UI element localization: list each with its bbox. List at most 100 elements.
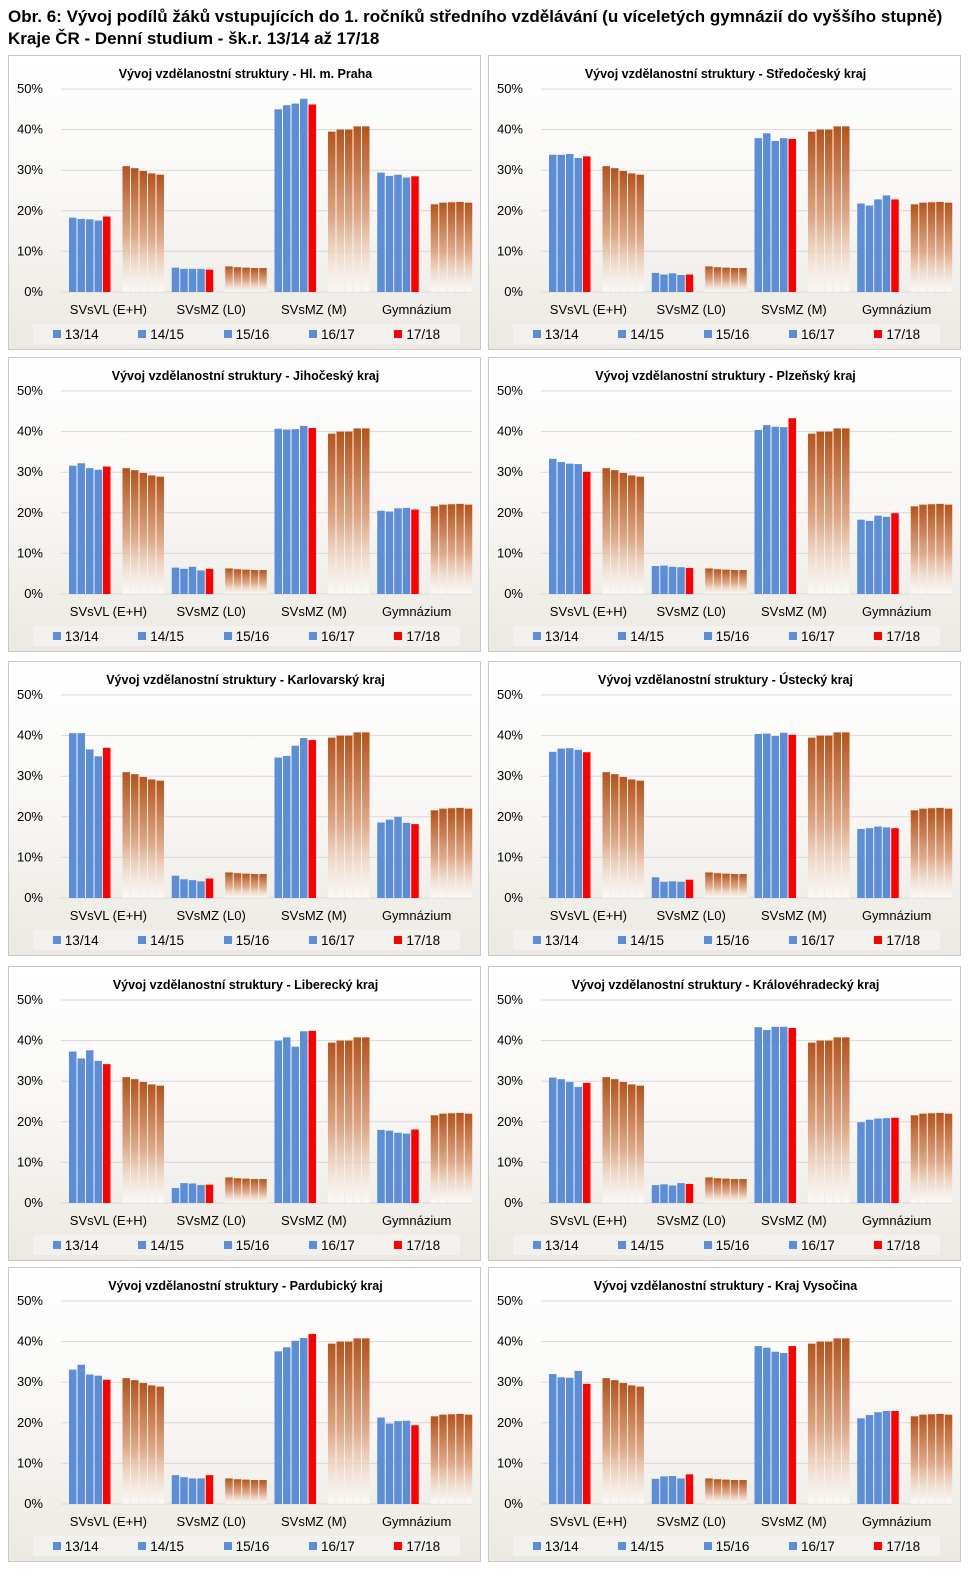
chart-svg: Vývoj vzdělanostní struktury - Středočes… bbox=[497, 67, 953, 317]
reference-bar bbox=[936, 807, 944, 898]
reference-bar bbox=[936, 1112, 944, 1203]
bar-13-14 bbox=[69, 217, 77, 292]
chart-legend: 13/14 14/15 15/16 16/17 17/18 bbox=[33, 1536, 460, 1556]
reference-bar bbox=[353, 126, 361, 293]
bar-16-17 bbox=[882, 195, 891, 292]
reference-bar bbox=[456, 1112, 464, 1203]
legend-item: 13/14 bbox=[52, 933, 99, 948]
bar-14-15 bbox=[385, 1130, 394, 1203]
bar-15-16 bbox=[394, 174, 402, 292]
reference-bar bbox=[447, 1113, 456, 1203]
x-category-label: SVsMZ (M) bbox=[281, 1514, 347, 1529]
bar-13-14 bbox=[857, 1418, 865, 1504]
bar-13-14 bbox=[651, 1185, 660, 1203]
reference-bar bbox=[464, 504, 473, 594]
reference-bar bbox=[842, 1338, 850, 1504]
chart-title: Vývoj vzdělanostní struktury - Královéhr… bbox=[572, 978, 880, 992]
reference-bar bbox=[808, 433, 816, 594]
bar-16-17 bbox=[780, 1352, 788, 1504]
y-tick-label: 30% bbox=[17, 464, 43, 479]
bar-13-14 bbox=[274, 428, 282, 594]
legend-swatch bbox=[223, 1542, 232, 1550]
reference-bar bbox=[611, 774, 619, 898]
legend-swatch bbox=[788, 632, 797, 640]
legend-item: 16/17 bbox=[788, 1238, 835, 1253]
reference-bar bbox=[139, 777, 147, 898]
reference-bar bbox=[602, 166, 610, 292]
bar-16-17 bbox=[780, 138, 788, 292]
bar-16-17 bbox=[94, 469, 102, 594]
bar-17-18 bbox=[685, 1183, 694, 1203]
y-tick-label: 20% bbox=[17, 1415, 43, 1430]
reference-bar bbox=[833, 1037, 841, 1203]
bar-17-18 bbox=[205, 1184, 214, 1203]
bar-14-15 bbox=[660, 565, 668, 594]
legend-item: 14/15 bbox=[618, 629, 664, 644]
bar-15-16 bbox=[86, 1374, 94, 1504]
legend-swatch bbox=[532, 1241, 541, 1249]
bar-17-18 bbox=[205, 1475, 214, 1504]
bar-14-15 bbox=[763, 733, 771, 898]
reference-bar bbox=[447, 1414, 456, 1504]
legend-label: 17/18 bbox=[886, 1538, 921, 1554]
reference-bar bbox=[833, 428, 841, 594]
bar-15-16 bbox=[291, 429, 299, 594]
bar-14-15 bbox=[77, 1364, 85, 1504]
bar-14-15 bbox=[557, 154, 565, 292]
bar-13-14 bbox=[754, 1027, 762, 1203]
bar-16-17 bbox=[300, 425, 308, 594]
reference-bar bbox=[259, 1480, 267, 1504]
legend-item: 13/14 bbox=[532, 933, 579, 948]
chart-panel: Vývoj vzdělanostní struktury - Jihočeský… bbox=[8, 357, 481, 652]
bar-15-16 bbox=[566, 463, 574, 594]
y-tick-label: 50% bbox=[17, 81, 43, 96]
legend-label: 17/18 bbox=[406, 932, 441, 948]
legend-item: 14/15 bbox=[138, 1238, 184, 1253]
x-category-label: Gymnázium bbox=[382, 302, 451, 317]
chart-panel: Vývoj vzdělanostní struktury - Pardubick… bbox=[8, 1267, 481, 1562]
chart-panel: Vývoj vzdělanostní struktury - Královéhr… bbox=[488, 966, 961, 1261]
reference-bar bbox=[122, 1378, 130, 1504]
bar-15-16 bbox=[188, 566, 197, 594]
bar-17-18 bbox=[411, 1129, 419, 1203]
x-category-label: SVsMZ (L0) bbox=[656, 1213, 725, 1228]
bar-17-18 bbox=[308, 104, 316, 292]
legend-item: 13/14 bbox=[532, 327, 579, 342]
legend-label: 17/18 bbox=[406, 326, 441, 342]
y-tick-label: 0% bbox=[504, 1195, 523, 1210]
reference-bar bbox=[944, 504, 953, 594]
chart-title: Vývoj vzdělanostní struktury - Liberecký… bbox=[113, 978, 378, 992]
bar-14-15 bbox=[180, 268, 188, 292]
bar-14-15 bbox=[385, 819, 394, 898]
reference-bar bbox=[927, 1113, 936, 1203]
reference-bar bbox=[139, 171, 147, 292]
y-tick-label: 50% bbox=[497, 992, 523, 1007]
legend-item: 13/14 bbox=[52, 629, 99, 644]
reference-bar bbox=[139, 1082, 147, 1203]
legend-item: 13/14 bbox=[532, 1238, 579, 1253]
reference-bar bbox=[842, 732, 850, 898]
x-category-label: SVsMZ (M) bbox=[761, 1213, 827, 1228]
legend-label: 15/16 bbox=[235, 1237, 270, 1253]
reference-bar bbox=[242, 267, 250, 292]
reference-bar bbox=[464, 1414, 473, 1504]
bar-16-17 bbox=[94, 1375, 102, 1504]
legend-item: 16/17 bbox=[308, 1238, 355, 1253]
bar-17-18 bbox=[891, 828, 899, 898]
x-category-label: SVsVL (E+H) bbox=[550, 1514, 627, 1529]
bar-14-15 bbox=[865, 828, 874, 898]
reference-bar bbox=[825, 1341, 833, 1504]
bar-14-15 bbox=[283, 105, 291, 292]
bar-13-14 bbox=[377, 1417, 385, 1504]
reference-bar bbox=[910, 506, 919, 594]
bar-14-15 bbox=[77, 1058, 85, 1203]
y-tick-label: 10% bbox=[17, 849, 43, 864]
legend-item: 17/18 bbox=[874, 629, 920, 644]
bar-16-17 bbox=[300, 1031, 308, 1203]
reference-bar bbox=[148, 1084, 156, 1203]
y-tick-label: 10% bbox=[17, 243, 43, 258]
bar-14-15 bbox=[557, 1377, 565, 1504]
legend-label: 15/16 bbox=[235, 932, 270, 948]
reference-bar bbox=[225, 266, 233, 292]
bar-13-14 bbox=[274, 109, 282, 292]
